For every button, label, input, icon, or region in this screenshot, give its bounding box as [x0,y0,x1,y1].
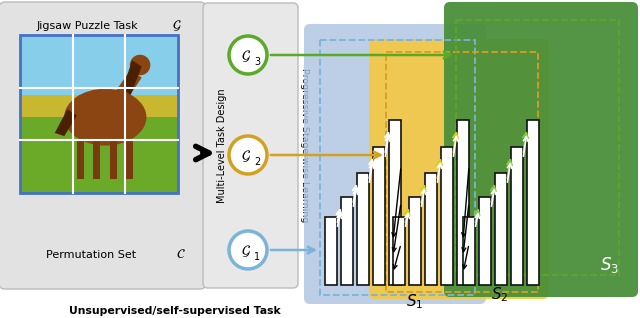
Bar [357,173,369,285]
Bar [126,139,133,179]
Polygon shape [109,70,141,111]
Bar [325,217,337,285]
Bar [20,35,178,193]
Text: $\mathcal{G}$: $\mathcal{G}$ [241,148,251,164]
Bar [110,139,117,179]
Bar [511,147,523,285]
Bar [386,52,538,292]
Text: $S_2$: $S_2$ [492,286,509,304]
Text: Jigsaw Puzzle Task: Jigsaw Puzzle Task [36,21,138,31]
Bar [479,197,491,285]
FancyBboxPatch shape [304,24,486,304]
Bar [20,117,178,193]
Text: $\mathcal{G}$: $\mathcal{G}$ [172,19,181,33]
Bar [409,197,421,285]
Text: 3: 3 [254,57,260,67]
Bar [20,35,178,117]
Bar [320,40,475,295]
Circle shape [229,136,267,174]
Ellipse shape [130,55,150,75]
Bar [93,139,100,179]
Text: $\mathcal{G}$: $\mathcal{G}$ [241,48,251,64]
Bar [20,95,178,127]
FancyBboxPatch shape [369,39,549,299]
FancyBboxPatch shape [444,2,638,297]
Text: Progressive Stage-wise Learning: Progressive Stage-wise Learning [301,68,310,223]
Ellipse shape [64,89,147,146]
Bar [341,197,353,285]
Bar [373,147,385,285]
Bar [457,120,469,285]
Bar [393,217,405,285]
Bar [389,120,401,285]
Circle shape [229,231,267,269]
Polygon shape [123,60,141,95]
Text: Unsupervised/self-supervised Task: Unsupervised/self-supervised Task [69,306,281,316]
Bar [425,173,437,285]
Bar [77,139,84,179]
Bar [527,120,539,285]
Bar [463,217,475,285]
Bar [456,20,619,275]
FancyBboxPatch shape [0,2,206,289]
Text: 1: 1 [254,252,260,262]
Text: $S_3$: $S_3$ [600,255,620,275]
Text: 2: 2 [254,157,260,167]
Bar [495,173,507,285]
Circle shape [229,36,267,74]
Text: Multi-Level Task Design: Multi-Level Task Design [217,88,227,203]
Bar [441,147,453,285]
Text: $\mathcal{G}$: $\mathcal{G}$ [241,243,251,259]
Text: Permutation Set: Permutation Set [45,250,136,260]
Polygon shape [55,109,77,136]
Text: $\mathcal{C}$: $\mathcal{C}$ [175,248,186,261]
Text: $S_1$: $S_1$ [406,293,424,311]
FancyBboxPatch shape [203,3,298,288]
